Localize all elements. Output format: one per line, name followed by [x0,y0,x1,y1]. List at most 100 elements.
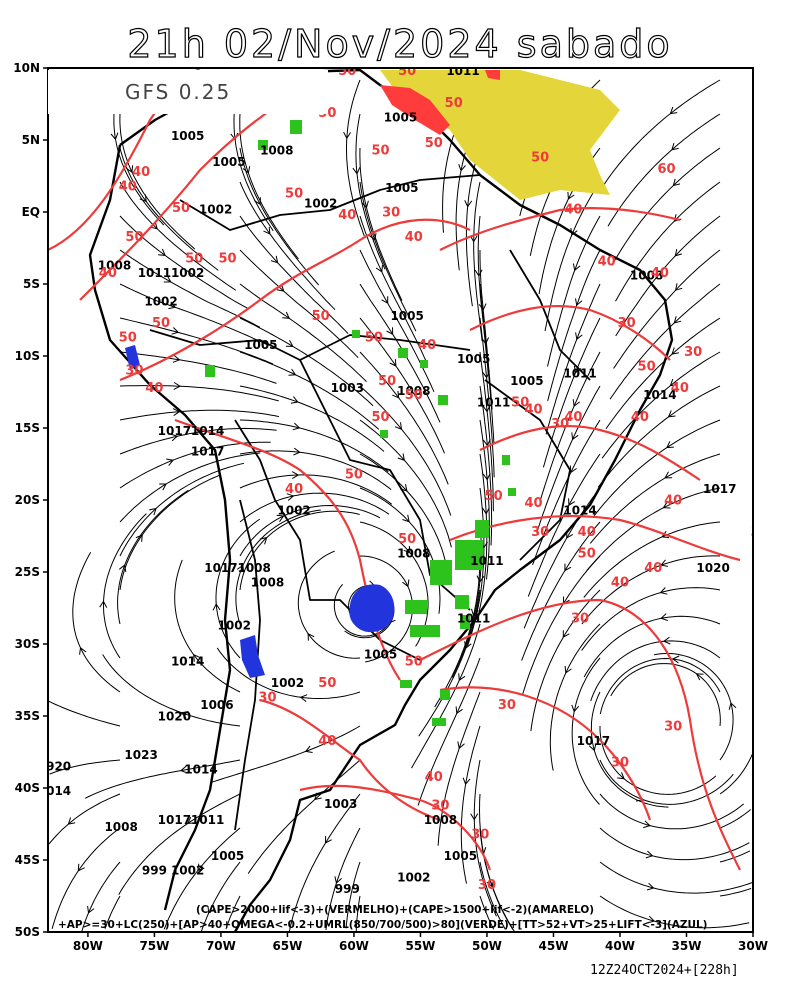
streamline [473,181,483,342]
streamline [239,113,299,260]
streamline [103,513,147,659]
streamline-arrow [236,564,245,573]
thickness-label: 50 [511,395,529,410]
isobar-label: 1005 [171,129,204,143]
thickness-label: 50 [365,331,383,346]
streamline [48,700,121,727]
streamline [593,419,721,517]
streamline-arrow [242,166,251,174]
isobar-label: 1008 [424,813,457,827]
streamline [200,861,241,932]
streamline-arrow [282,311,291,319]
streamline [49,759,121,775]
umrl-area [460,615,470,629]
isobar-label: 1020 [158,709,191,723]
isobar-label: 1008 [104,820,137,834]
streamline-arrow [276,284,285,292]
streamline-arrow [667,410,676,418]
umrl-area [410,625,440,637]
streamline-arrow [572,263,581,272]
thickness-label: 50 [425,136,443,151]
streamline [239,385,385,452]
isobar-label: 1020 [696,561,729,575]
thickness-label: 30 [751,525,769,540]
streamline-arrow [168,301,177,310]
streamline [599,759,734,805]
coastline [88,68,674,932]
streamline-arrow [290,396,299,404]
streamline-arrow [150,222,158,230]
thickness-label: 30 [382,205,400,220]
streamline-arrow [671,347,680,355]
thickness-label: 40 [644,561,662,576]
streamline [586,487,721,572]
isobar-label: 1014 [643,388,676,402]
latitude-axis: 10N 5N EQ 5S 10S 15S 20S 25S 30S 35S 40S 45S 50S [13,61,48,939]
streamline-arrow [304,745,313,753]
streamline [239,351,380,430]
streamline [359,385,452,516]
streamline [479,895,495,930]
thickness-label: 40 [119,179,137,194]
streamline [479,861,506,930]
streamline [119,351,277,384]
thickness-label: 30 [125,364,143,379]
isobar-label: 1011 [563,367,596,381]
streamline-arrow [172,355,181,363]
streamline-arrow [149,507,157,516]
isobar-label: 014 [46,784,71,798]
thickness-label: 40 [418,338,436,353]
thickness-label: 50 [372,410,390,425]
streamline [359,147,403,301]
isobar-label: 1011 [470,554,503,568]
streamline-arrow [481,507,490,515]
streamline [359,487,441,614]
umrl-area [352,330,360,338]
model-label-box [48,70,328,114]
thickness-label: 30 [498,698,516,713]
thickness-label: 40 [671,381,689,396]
streamline-arrow [588,743,597,752]
streamline-arrow [381,296,389,305]
streamline-arrow [77,863,85,872]
streamline [325,827,361,930]
streamline [547,249,601,402]
streamline-arrow [207,906,215,914]
streamline [239,181,336,311]
streamline [102,654,241,727]
streamline-arrow [458,673,466,682]
streamline [719,888,752,897]
isobar-label: 1008 [397,384,430,398]
streamline-arrow [386,327,394,336]
isobar-label: 1017 [158,424,191,438]
streamline [547,215,601,367]
cape-mid-area [380,70,620,200]
streamline-arrow [464,200,473,208]
thickness-line [419,598,741,871]
thickness-label: 50 [119,331,137,346]
thickness-label: 30 [531,525,549,540]
streamline [239,474,393,505]
streamline-arrow [672,178,681,187]
thickness-label: 60 [657,162,675,177]
streamline [239,317,374,407]
thickness-line [469,304,671,361]
streamline-arrow [661,530,670,539]
streamline-arrow [292,422,301,431]
lon-tick-label: 45W [539,939,569,953]
streamline-arrow [567,191,575,200]
isobar-label: 1014 [191,424,224,438]
streamline [239,504,381,557]
thickness-line [439,686,652,821]
streamline-arrow [79,646,87,655]
streamline-arrow [662,501,671,509]
streamline-arrow [695,673,704,681]
thickness-label: 40 [524,496,542,511]
border-line [234,419,421,661]
streamline [345,861,361,929]
thickness-label: 30 [431,799,449,814]
isobar-label: 1002 [304,197,337,211]
streamline [434,556,481,708]
